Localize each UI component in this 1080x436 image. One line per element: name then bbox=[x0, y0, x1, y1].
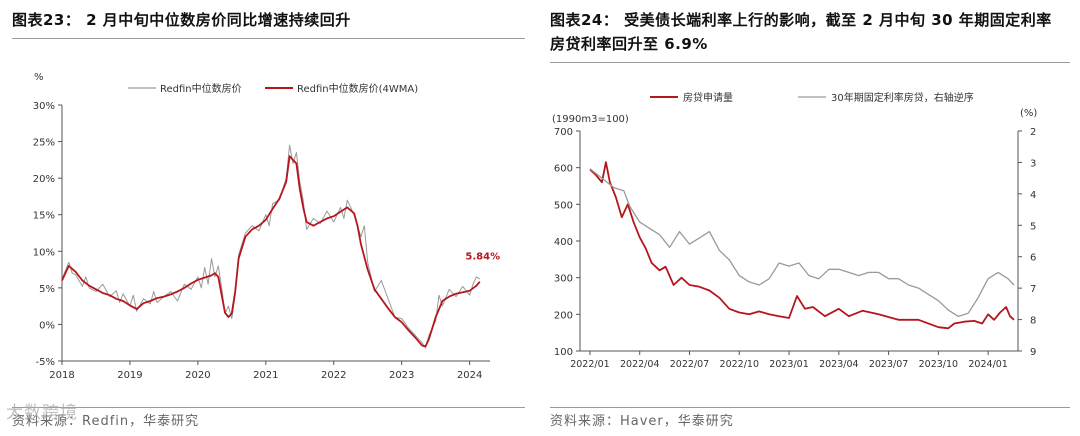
x-tick-label: 2022/07 bbox=[670, 359, 709, 370]
x-tick-label: 2019 bbox=[117, 370, 142, 381]
y2-axis-unit: (%) bbox=[1020, 108, 1037, 119]
x-tick-label: 2020 bbox=[185, 370, 210, 381]
y2-tick-label: 3 bbox=[1030, 158, 1036, 169]
y2-tick-label: 7 bbox=[1030, 284, 1036, 295]
source-note: 资料来源：Haver，华泰研究 bbox=[550, 414, 734, 429]
y-tick-label: 5% bbox=[39, 284, 55, 295]
y-axis-unit: (1990m3=100) bbox=[552, 114, 629, 125]
y-tick-label: 300 bbox=[554, 274, 573, 285]
chart-title: 图表23： 2 月中旬中位数房价同比增速持续回升 bbox=[12, 11, 351, 29]
x-tick-label: 2023 bbox=[389, 370, 414, 381]
y-tick-label: 30% bbox=[33, 101, 55, 112]
y-tick-label: -5% bbox=[36, 357, 55, 368]
line-chart-mortgage: (1990m3=100) (%) 100 200 300 400 500 600 700 2 3 4 5… bbox=[552, 91, 1037, 370]
legend-label: 30年期固定利率房贷，右轴逆序 bbox=[831, 91, 974, 104]
y-tick-label: 20% bbox=[33, 174, 55, 185]
x-tick-label: 2023/07 bbox=[869, 359, 908, 370]
line-chart-home-price-yoy: % -5% 0% 5% 10% 15% 20% 25% 30% 2018 2019 2020 2021 2… bbox=[33, 72, 500, 381]
y2-tick-label: 9 bbox=[1030, 347, 1036, 358]
y2-tick-label: 6 bbox=[1030, 253, 1036, 264]
x-tick-label: 2022/04 bbox=[620, 359, 659, 370]
series-line-30y-rate bbox=[589, 168, 1015, 318]
legend-label: Redfin中位数房价(4WMA) bbox=[297, 82, 418, 95]
chart-title-line2: 房贷利率回升至 6.9% bbox=[550, 35, 708, 53]
y-axis-unit: % bbox=[34, 72, 44, 83]
x-tick-label: 2023/10 bbox=[919, 359, 958, 370]
x-tick-label: 2018 bbox=[49, 370, 74, 381]
y-tick-label: 25% bbox=[33, 138, 55, 149]
y-tick-label: 400 bbox=[554, 237, 573, 248]
x-tick-label: 2023/01 bbox=[769, 359, 808, 370]
y-tick-label: 200 bbox=[554, 310, 573, 321]
x-tick-label: 2022 bbox=[321, 370, 346, 381]
y2-tick-label: 2 bbox=[1030, 127, 1036, 138]
x-tick-label: 2024 bbox=[457, 370, 482, 381]
y-tick-label: 100 bbox=[554, 347, 573, 358]
legend-label: 房贷申请量 bbox=[683, 91, 733, 104]
data-label-latest: 5.84% bbox=[465, 252, 500, 263]
y-tick-label: 10% bbox=[33, 247, 55, 258]
y-tick-label: 500 bbox=[554, 200, 573, 211]
source-divider bbox=[12, 407, 525, 408]
chart-title-line1: 图表24： 受美债长端利率上行的影响，截至 2 月中旬 30 年期固定利率 bbox=[550, 11, 1052, 29]
chart-panel-median-home-price: 图表23： 2 月中旬中位数房价同比增速持续回升 % -5% 0% 5% 10% 15% 2… bbox=[0, 0, 525, 436]
source-note: 资料来源：Redfin，华泰研究 bbox=[12, 414, 200, 429]
y-tick-label: 0% bbox=[39, 320, 55, 331]
chart-title: 图表24： 受美债长端利率上行的影响，截至 2 月中旬 30 年期固定利率 房贷… bbox=[550, 8, 1052, 56]
source-divider bbox=[550, 407, 1070, 408]
legend-label: Redfin中位数房价 bbox=[160, 82, 242, 95]
chart-panel-mortgage: 图表24： 受美债长端利率上行的影响，截至 2 月中旬 30 年期固定利率 房贷… bbox=[540, 0, 1080, 436]
x-tick-label: 2024/01 bbox=[968, 359, 1007, 370]
x-tick-label: 2022/10 bbox=[720, 359, 759, 370]
y2-tick-label: 4 bbox=[1030, 190, 1036, 201]
x-tick-label: 2023/04 bbox=[819, 359, 858, 370]
title-divider bbox=[550, 62, 1070, 63]
watermark-logo: 大数跨境 bbox=[6, 403, 78, 423]
series-line-weekly bbox=[61, 144, 481, 349]
y-tick-label: 600 bbox=[554, 164, 573, 175]
series-line-4wma bbox=[61, 155, 481, 348]
y2-tick-label: 5 bbox=[1030, 221, 1036, 232]
y-tick-label: 700 bbox=[554, 127, 573, 138]
title-divider bbox=[12, 38, 525, 39]
series-line-applications bbox=[589, 161, 1015, 330]
x-tick-label: 2022/01 bbox=[570, 359, 609, 370]
y-tick-label: 15% bbox=[33, 211, 55, 222]
x-tick-label: 2021 bbox=[253, 370, 278, 381]
y2-tick-label: 8 bbox=[1030, 316, 1036, 327]
